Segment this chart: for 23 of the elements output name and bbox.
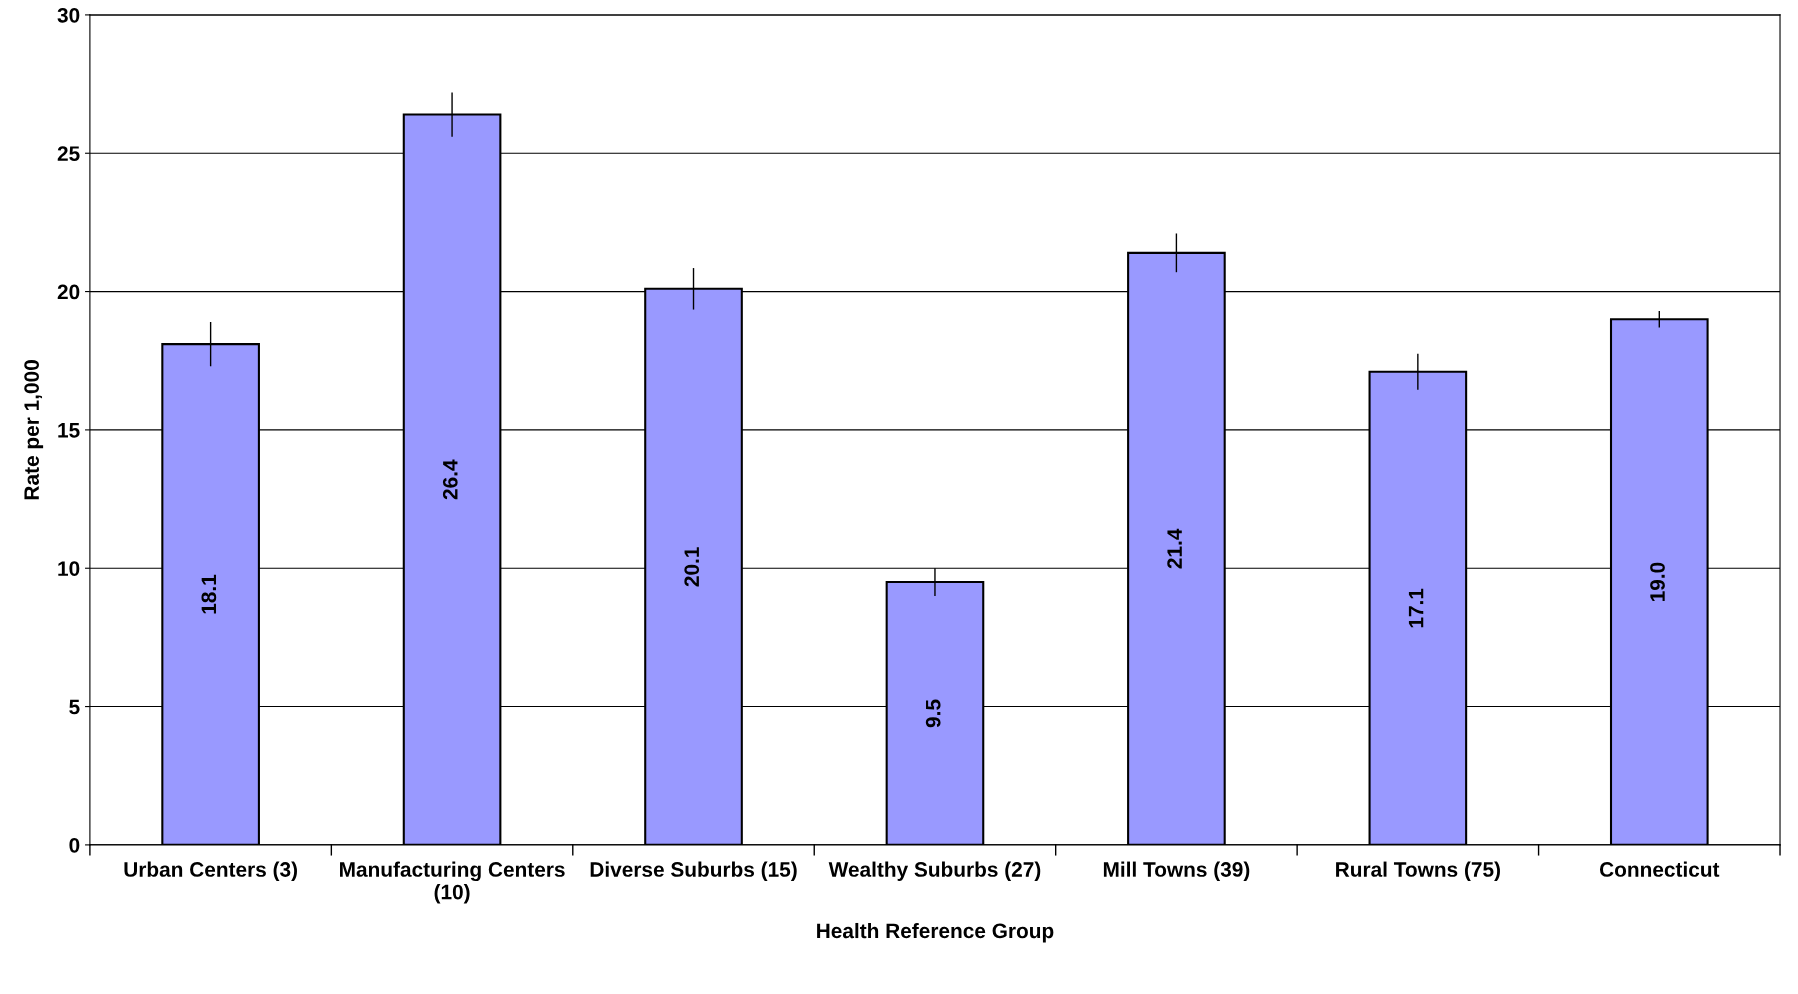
data-label: 20.1 [684, 547, 700, 587]
x-tick-label: Manufacturing Centers (10) [340, 861, 565, 904]
x-tick-label: Urban Centers (3) [124, 861, 297, 881]
x-tick-label: Wealthy Suburbs (27) [828, 861, 1041, 881]
x-tick-label: Connecticut [1599, 861, 1720, 877]
data-label: 21.4 [1167, 528, 1182, 569]
y-tick-label: 20 [57, 284, 80, 300]
y-tick-label: 0 [69, 837, 80, 853]
x-tick-label: Diverse Suburbs (15) [590, 861, 797, 881]
y-tick-label: 25 [57, 146, 80, 161]
data-label: 19.0 [1650, 562, 1665, 602]
data-label: 26.4 [442, 459, 458, 500]
y-axis-title: Rate per 1,000 [24, 360, 44, 500]
x-axis-title: Health Reference Group [817, 922, 1054, 943]
y-tick-label: 30 [57, 7, 80, 23]
data-label: 17.1 [1408, 588, 1424, 628]
y-tick-label: 5 [69, 699, 80, 715]
x-tick-label: Rural Towns (75) [1336, 861, 1500, 881]
data-label: 18.1 [201, 574, 217, 614]
data-label: 9.5 [925, 699, 941, 728]
x-tick-label: Mill Towns (39) [1103, 861, 1250, 881]
y-tick-label: 10 [58, 561, 80, 576]
y-tick-label: 15 [58, 423, 80, 438]
